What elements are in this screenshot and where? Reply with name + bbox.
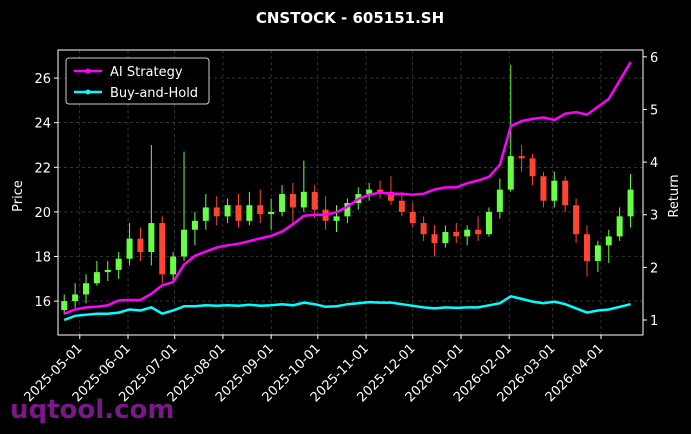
candle-body bbox=[191, 220, 198, 230]
candle-body bbox=[431, 234, 438, 244]
candle-body bbox=[387, 191, 394, 201]
plot-frame bbox=[57, 49, 644, 336]
candle-body bbox=[420, 223, 427, 235]
candle-body bbox=[333, 216, 340, 221]
candle-body bbox=[366, 189, 373, 195]
legend-label: AI Strategy bbox=[110, 65, 183, 80]
candle-body bbox=[616, 216, 623, 237]
candle-body bbox=[398, 200, 405, 212]
candle-body bbox=[72, 294, 79, 302]
candle-body bbox=[279, 194, 286, 212]
line-series bbox=[63, 294, 631, 322]
candle-body bbox=[148, 223, 155, 253]
candle-body bbox=[551, 180, 558, 201]
candle-body bbox=[485, 211, 492, 235]
candle-body bbox=[93, 272, 100, 284]
candle-body bbox=[224, 205, 231, 217]
candle-body bbox=[159, 223, 166, 275]
legend-marker bbox=[85, 89, 91, 95]
candle-body bbox=[289, 194, 296, 208]
candle-body bbox=[115, 258, 122, 270]
candle-body bbox=[246, 205, 253, 221]
y-tick-label: 22 bbox=[34, 161, 51, 176]
candle-body bbox=[377, 189, 384, 192]
y2-tick-label: 2 bbox=[650, 261, 658, 276]
candle-body bbox=[213, 207, 220, 217]
candle-body bbox=[409, 211, 416, 224]
candle-body bbox=[257, 205, 264, 215]
legend-marker bbox=[85, 68, 91, 74]
y2-tick-label: 6 bbox=[650, 51, 658, 66]
candle-body bbox=[529, 158, 536, 177]
candle-body bbox=[562, 180, 569, 206]
y2-tick-label: 4 bbox=[650, 156, 658, 171]
y-axis-label: Price bbox=[11, 180, 26, 212]
legend-label: Buy-and-Hold bbox=[110, 86, 198, 101]
candle-body bbox=[170, 256, 177, 275]
candle-body bbox=[181, 229, 188, 257]
y-tick-label: 16 bbox=[34, 295, 51, 310]
candle-body bbox=[453, 231, 460, 237]
candle-body bbox=[573, 205, 580, 235]
candle-body bbox=[507, 156, 514, 190]
y2-tick-label: 3 bbox=[650, 209, 658, 224]
candle-body bbox=[235, 205, 242, 221]
y-tick-label: 24 bbox=[34, 117, 51, 132]
candle-body bbox=[496, 189, 503, 212]
candle-body bbox=[605, 236, 612, 246]
candle-body bbox=[344, 202, 351, 217]
candle-body bbox=[61, 301, 68, 311]
chart-title: CNSTOCK - 605151.SH bbox=[256, 9, 444, 27]
candle-body bbox=[202, 207, 209, 221]
candle-body bbox=[475, 229, 482, 235]
candle-body bbox=[300, 191, 307, 208]
y-tick-label: 26 bbox=[34, 72, 51, 87]
candle-body bbox=[540, 176, 547, 201]
candle-body bbox=[442, 231, 449, 244]
candle-body bbox=[104, 269, 111, 273]
candle-body bbox=[627, 189, 634, 217]
y2-tick-label: 5 bbox=[650, 103, 658, 118]
y2-axis-label: Return bbox=[667, 174, 682, 217]
y-tick-label: 20 bbox=[34, 206, 51, 221]
y2-tick-label: 1 bbox=[650, 314, 658, 329]
candle-body bbox=[594, 245, 601, 261]
line-series bbox=[63, 61, 632, 315]
candle-body bbox=[311, 191, 318, 210]
candle-body bbox=[126, 238, 133, 259]
candle-body bbox=[583, 234, 590, 261]
watermark: uqtool.com bbox=[10, 395, 174, 425]
candle-body bbox=[518, 156, 525, 159]
candle-body bbox=[137, 238, 144, 253]
candle-body bbox=[464, 229, 471, 237]
candle-body bbox=[268, 211, 275, 215]
y-tick-label: 18 bbox=[34, 251, 51, 266]
candle-body bbox=[83, 283, 90, 295]
